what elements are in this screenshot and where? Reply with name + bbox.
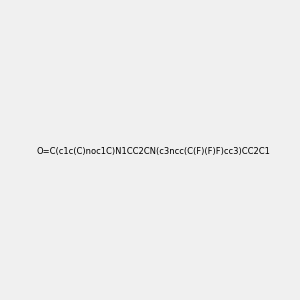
Text: O=C(c1c(C)noc1C)N1CC2CN(c3ncc(C(F)(F)F)cc3)CC2C1: O=C(c1c(C)noc1C)N1CC2CN(c3ncc(C(F)(F)F)c…	[37, 147, 271, 156]
